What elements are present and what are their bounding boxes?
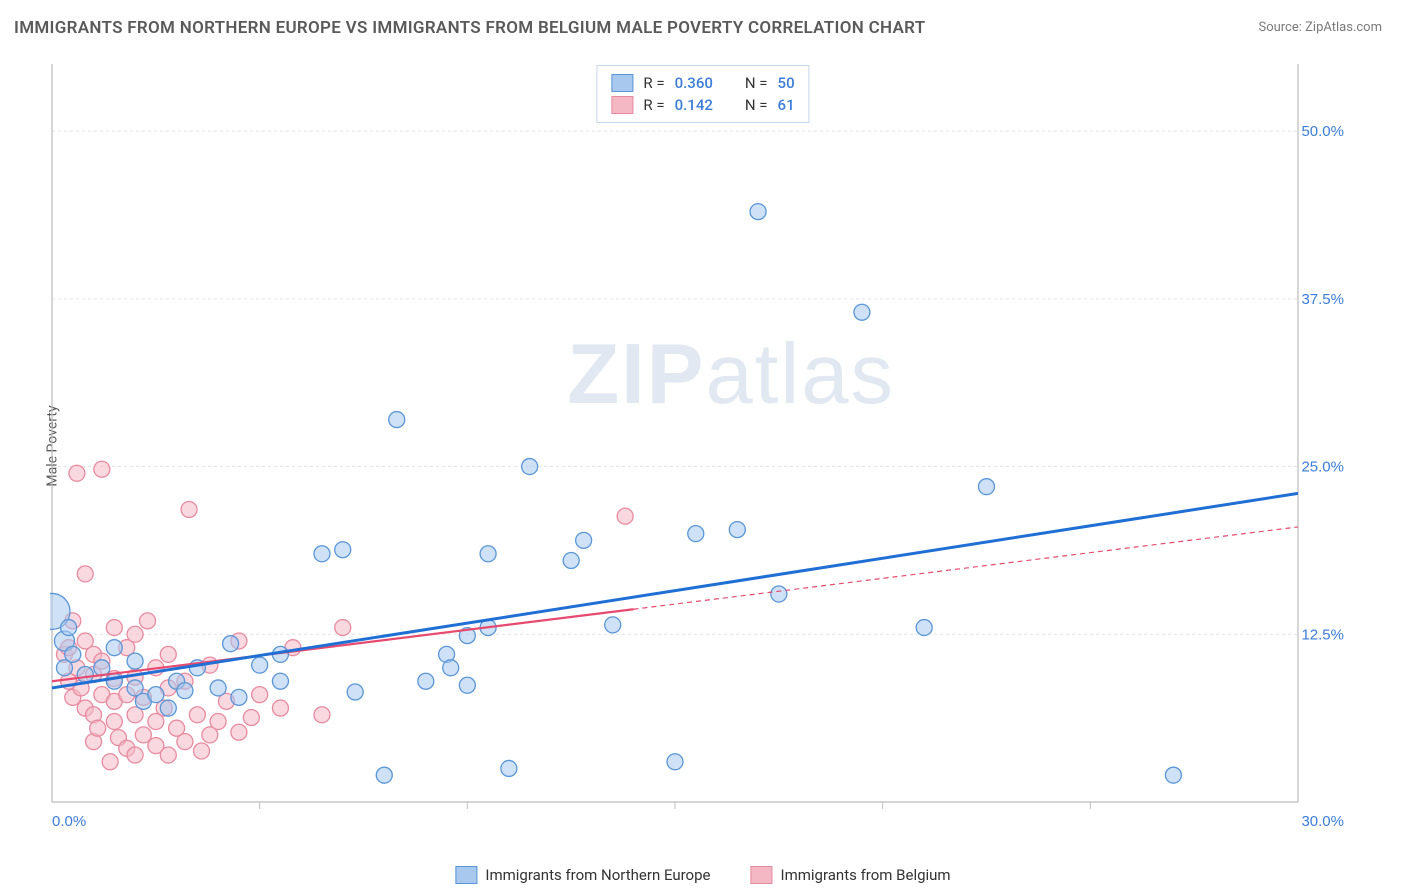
legend-series-box: Immigrants from Northern Europe Immigran… <box>455 866 950 884</box>
legend-label-belgium: Immigrants from Belgium <box>781 866 951 884</box>
svg-text:0.0%: 0.0% <box>52 813 86 830</box>
n-value-northern: 50 <box>778 74 795 92</box>
r-label: R = <box>643 74 664 92</box>
r-value-belgium: 0.142 <box>675 96 713 114</box>
svg-text:50.0%: 50.0% <box>1301 123 1344 140</box>
legend-row-belgium: R = 0.142 N = 61 <box>611 94 794 116</box>
r-value-northern: 0.360 <box>675 74 713 92</box>
legend-swatch-northern <box>611 74 633 92</box>
legend-label-northern: Immigrants from Northern Europe <box>485 866 710 884</box>
legend-item-belgium: Immigrants from Belgium <box>751 866 951 884</box>
chart-plot-area: 12.5% 25.0% 37.5% 50.0% 0.0% 30.0% <box>50 60 1350 830</box>
svg-text:12.5%: 12.5% <box>1301 626 1344 643</box>
legend-correlation-box: R = 0.360 N = 50 R = 0.142 N = 61 <box>596 65 809 123</box>
source-attribution: Source: ZipAtlas.com <box>1258 20 1382 35</box>
chart-title: IMMIGRANTS FROM NORTHERN EUROPE VS IMMIG… <box>14 18 925 38</box>
n-label: N = <box>745 96 768 114</box>
svg-text:37.5%: 37.5% <box>1301 291 1344 308</box>
legend-row-northern: R = 0.360 N = 50 <box>611 72 794 94</box>
svg-text:25.0%: 25.0% <box>1301 459 1344 476</box>
svg-text:30.0%: 30.0% <box>1301 813 1344 830</box>
legend-swatch-northern-bottom <box>455 866 477 884</box>
legend-item-northern: Immigrants from Northern Europe <box>455 866 710 884</box>
legend-swatch-belgium <box>611 96 633 114</box>
scatter-chart-svg: 12.5% 25.0% 37.5% 50.0% 0.0% 30.0% <box>50 60 1350 830</box>
legend-swatch-belgium-bottom <box>751 866 773 884</box>
n-value-belgium: 61 <box>778 96 795 114</box>
r-label: R = <box>643 96 664 114</box>
n-label: N = <box>745 74 768 92</box>
